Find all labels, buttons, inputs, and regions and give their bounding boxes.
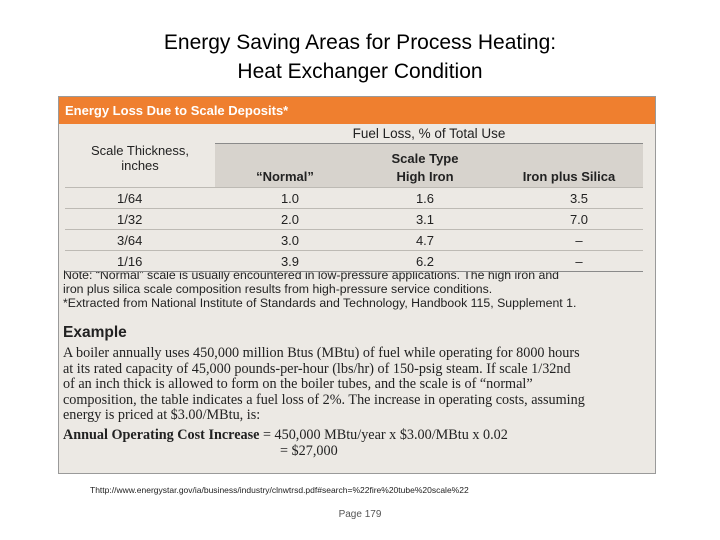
note-line3: *Extracted from National Institute of St… <box>63 296 577 310</box>
panel-header: Energy Loss Due to Scale Deposits* <box>59 97 655 124</box>
cell-normal: 3.9 <box>215 250 355 271</box>
column-header-high-iron-label: High Iron <box>396 169 454 184</box>
cell-high-iron: 4.7 <box>355 229 495 251</box>
scale-deposit-panel: Energy Loss Due to Scale Deposits* Scale… <box>58 96 656 474</box>
slide-title: Energy Saving Areas for Process Heating:… <box>0 28 720 86</box>
column-header-normal: “Normal” <box>215 143 355 188</box>
cell-high-iron: 1.6 <box>355 187 495 209</box>
cell-high-iron: 6.2 <box>355 250 495 271</box>
example-line: composition, the table indicates a fuel … <box>63 391 585 408</box>
cell-thickness: 1/32 <box>65 208 215 230</box>
formula-line1: = 450,000 MBtu/year x $3.00/MBtu x 0.02 <box>259 426 508 443</box>
cell-thickness: 1/64 <box>65 187 215 209</box>
cell-normal: 2.0 <box>215 208 355 230</box>
source-url: Thttp://www.energystar.gov/ia/business/i… <box>90 485 469 495</box>
table-row: 3/64 3.0 4.7 – <box>65 229 643 251</box>
example-title: Example <box>63 324 127 341</box>
example-line: at its rated capacity of 45,000 pounds-p… <box>63 360 571 377</box>
cell-iron-silica: – <box>495 229 643 251</box>
table-row: 1/16 3.9 6.2 – <box>65 250 643 271</box>
column-header-normal-label: “Normal” <box>256 169 314 184</box>
formula-line2: = $27,000 <box>280 442 338 459</box>
cell-thickness: 3/64 <box>65 229 215 251</box>
scale-type-header: Scale Type <box>391 151 459 166</box>
column-header-high-iron: Scale Type High Iron <box>355 143 495 188</box>
fuel-loss-table-wrap: Scale Thickness, inches Fuel Loss, % of … <box>59 124 655 272</box>
table-row: 1/32 2.0 3.1 7.0 <box>65 208 643 230</box>
cell-normal: 3.0 <box>215 229 355 251</box>
column-header-iron-silica-label: Iron plus Silica <box>522 169 616 184</box>
example-line: A boiler annually uses 450,000 million B… <box>63 345 580 361</box>
example-line: of an inch thick is allowed to form on t… <box>63 376 533 393</box>
cell-thickness: 1/16 <box>65 250 215 271</box>
table-row: 1/64 1.0 1.6 3.5 <box>65 187 643 209</box>
example-line: energy is priced at $3.00/MBtu, is: <box>63 407 261 424</box>
column-header-iron-silica: Iron plus Silica <box>495 143 643 188</box>
cell-normal: 1.0 <box>215 187 355 209</box>
formula-label: Annual Operating Cost Increase <box>63 426 260 443</box>
cell-iron-silica: – <box>495 250 643 271</box>
page-number: Page 179 <box>338 509 382 520</box>
note-line2: iron plus silica scale composition resul… <box>63 282 493 296</box>
scale-thickness-header-line2: inches <box>121 157 159 173</box>
cell-iron-silica: 3.5 <box>495 187 643 209</box>
cost-formula: Annual Operating Cost Increase = 450,000… <box>59 424 655 459</box>
cell-high-iron: 3.1 <box>355 208 495 230</box>
scale-thickness-header: Scale Thickness, inches <box>65 124 215 188</box>
cell-iron-silica: 7.0 <box>495 208 643 230</box>
table-bottom-rule <box>65 271 643 272</box>
fuel-loss-header: Fuel Loss, % of Total Use <box>215 124 643 144</box>
slide-title-line1: Energy Saving Areas for Process Heating: <box>163 31 557 54</box>
scale-thickness-header-line1: Scale Thickness, <box>90 142 190 158</box>
slide-title-line2: Heat Exchanger Condition <box>237 60 483 83</box>
fuel-loss-table: Scale Thickness, inches Fuel Loss, % of … <box>65 124 643 271</box>
example-body: A boiler annually uses 450,000 million B… <box>59 342 655 424</box>
